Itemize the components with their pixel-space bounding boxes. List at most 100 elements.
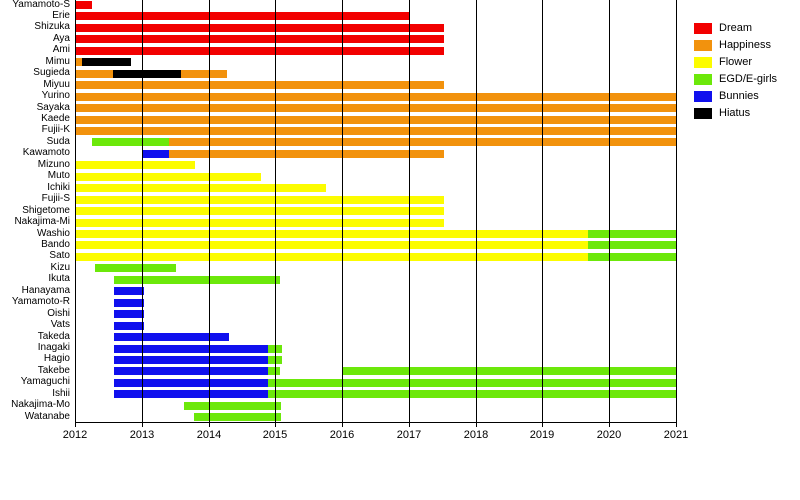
row-label: Mizuno	[37, 158, 70, 170]
timeline-bar-bunnies	[113, 378, 268, 387]
row-label: Bando	[41, 238, 70, 250]
timeline-bar-bunnies	[113, 367, 268, 376]
timeline-bar-happiness	[75, 104, 676, 112]
row-label: Sugieda	[33, 67, 70, 79]
year-gridline	[409, 0, 410, 427]
row-label: Yamamoto-S	[12, 0, 70, 10]
legend-item-hiatus: Hiatus	[694, 108, 777, 119]
row-label: Washio	[37, 227, 70, 239]
row-label: Yurino	[41, 90, 70, 102]
row-label: Mimu	[45, 55, 70, 67]
timeline-bar-flower	[75, 161, 196, 170]
timeline-bar-flower	[75, 218, 445, 227]
year-gridline	[75, 0, 76, 427]
row-label: Ishii	[52, 387, 70, 399]
row-label: Yamaguchi	[20, 376, 70, 388]
year-gridline	[142, 0, 143, 427]
timeline-bar-happiness	[75, 69, 114, 78]
timeline-bar-happiness	[75, 115, 676, 124]
timeline-bar-bunnies	[113, 333, 230, 341]
timeline-bar-happiness	[169, 138, 676, 147]
row-label: Inagaki	[37, 342, 70, 353]
timeline-bar-flower	[75, 172, 261, 181]
timeline-bar-flower	[75, 184, 327, 193]
timeline-bar-egd	[91, 138, 170, 147]
row-label: Oishi	[47, 307, 70, 319]
row-label: Shigetome	[22, 204, 70, 216]
timeline-bar-happiness	[75, 126, 676, 135]
timeline-bar-hiatus	[113, 69, 182, 78]
year-gridline	[342, 0, 343, 427]
timeline-bar-bunnies	[113, 310, 144, 319]
row-label: Kizu	[50, 261, 70, 273]
row-label: Hagio	[43, 353, 70, 365]
timeline-bar-egd	[113, 275, 280, 284]
legend-label: Hiatus	[719, 107, 751, 119]
row-label: Suda	[46, 135, 70, 147]
x-axis-tick-label: 2018	[463, 429, 489, 441]
row-label: Takeda	[37, 330, 70, 342]
row-label: Watanabe	[24, 410, 70, 422]
timeline-bar-bunnies	[113, 321, 144, 330]
row-label: Miyuu	[43, 78, 70, 90]
row-label: Nakajima-Mi	[14, 216, 70, 228]
timeline-bar-egd	[268, 390, 676, 399]
x-axis-tick-label: 2017	[396, 429, 422, 441]
timeline-bar-bunnies	[113, 355, 268, 364]
timeline-bar-flower	[75, 207, 445, 216]
row-label: Aya	[52, 32, 70, 44]
row-label: Takebe	[37, 364, 70, 376]
x-axis-line	[75, 422, 677, 423]
row-label: Erie	[52, 9, 70, 21]
legend-item-egd: EGD/E-girls	[694, 74, 777, 85]
timeline-bar-egd	[183, 401, 281, 410]
timeline-bar-flower	[75, 230, 588, 238]
x-axis-tick-label: 2021	[663, 429, 689, 441]
timeline-bar-egd	[95, 264, 176, 273]
timeline-bar-egd	[342, 367, 676, 376]
row-label: Fujii-S	[41, 193, 70, 205]
row-label: Yamamoto-R	[11, 296, 70, 308]
row-label: Shizuka	[34, 21, 70, 33]
legend-swatch-bunnies	[694, 91, 712, 102]
timeline-bar-dream	[75, 46, 445, 55]
row-label: Ikuta	[48, 273, 70, 285]
timeline-bar-bunnies	[113, 298, 144, 307]
timeline-bar-happiness	[75, 92, 676, 101]
year-gridline	[676, 0, 677, 427]
year-gridline	[476, 0, 477, 427]
legend-item-flower: Flower	[694, 57, 777, 68]
legend-swatch-hiatus	[694, 108, 712, 119]
timeline-bar-bunnies	[113, 287, 144, 296]
timeline-bar-egd	[268, 378, 676, 387]
timeline-bar-egd	[587, 230, 676, 238]
timeline-bar-hiatus	[81, 58, 132, 67]
timeline-bar-egd	[587, 241, 676, 250]
legend-swatch-dream	[694, 23, 712, 34]
timeline-bar-flower	[75, 241, 588, 250]
x-axis-tick-label: 2013	[129, 429, 155, 441]
x-axis-tick-label: 2015	[262, 429, 288, 441]
year-gridline	[209, 0, 210, 427]
timeline-bar-egd	[193, 413, 281, 422]
legend: Dream Happiness Flower EGD/E-girls Bunnies Hi…	[694, 23, 777, 125]
legend-label: EGD/E-girls	[719, 73, 778, 85]
row-label: Nakajima-Mo	[11, 399, 70, 411]
timeline-bar-egd	[268, 367, 280, 376]
timeline-bar-happiness	[181, 69, 228, 78]
row-label: Kaede	[41, 113, 70, 124]
legend-label: Flower	[719, 56, 753, 68]
row-label: Sato	[49, 250, 70, 262]
timeline-bar-dream	[75, 12, 409, 21]
row-label: Vats	[50, 319, 70, 331]
legend-item-bunnies: Bunnies	[694, 91, 777, 102]
timeline-bar-dream	[75, 23, 445, 32]
timeline-bar-happiness	[75, 81, 445, 90]
timeline-bar-bunnies	[143, 149, 170, 158]
timeline-bar-bunnies	[113, 390, 268, 399]
timeline-bar-happiness	[75, 58, 82, 67]
plot-area: Yamamoto-S Erie Shizuka Aya Ami Mimu Sugieda Mi…	[11, 0, 689, 441]
timeline-bar-bunnies	[113, 344, 268, 353]
timeline-bar-happiness	[169, 149, 445, 158]
